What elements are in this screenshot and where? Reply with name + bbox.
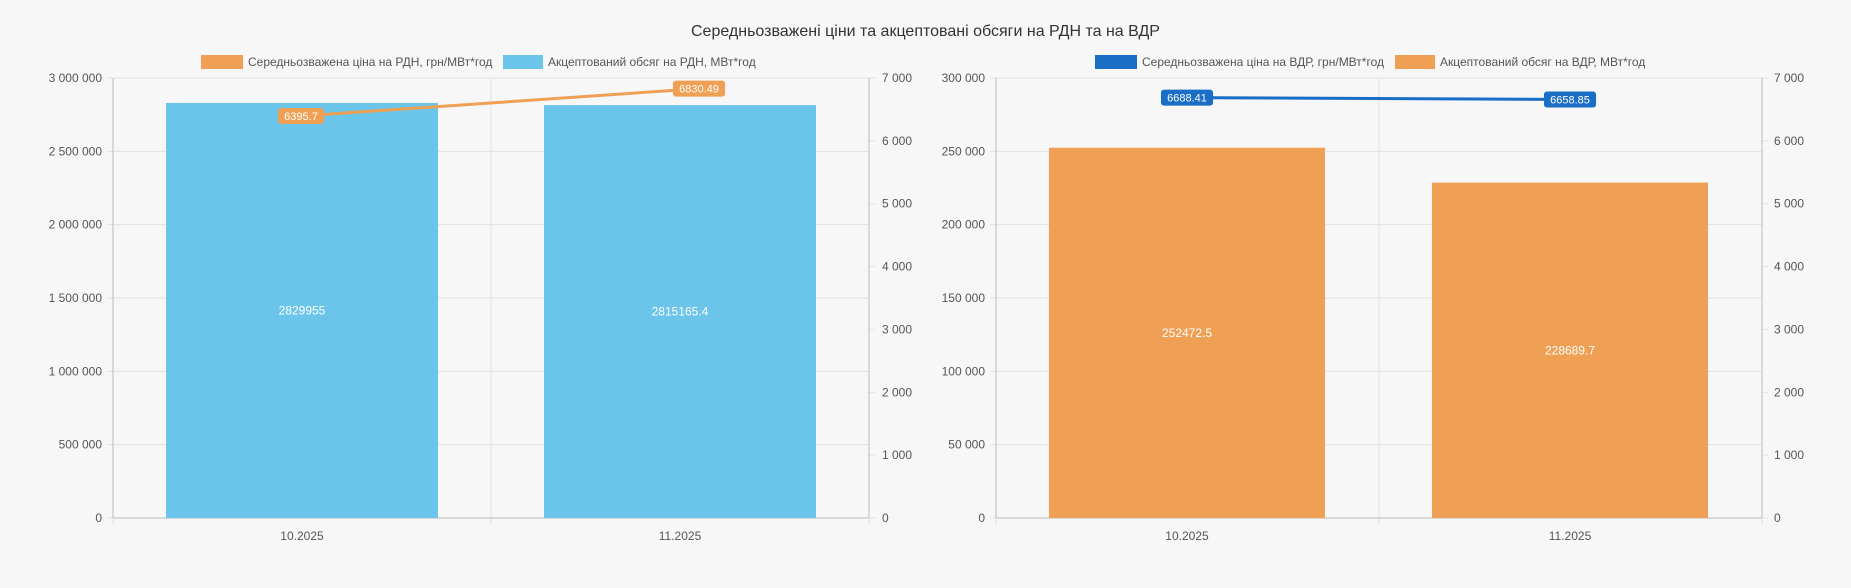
- bar-value-label: 252472.5: [1162, 326, 1212, 340]
- y-left-tick-label: 250 000: [942, 144, 986, 158]
- legend-label: Середньозважена ціна на РДН, грн/МВт*год: [248, 55, 492, 69]
- y-left-tick-label: 100 000: [942, 364, 986, 378]
- y-right-tick-label: 0: [1774, 511, 1781, 525]
- y-right-tick-label: 4 000: [882, 260, 912, 274]
- point-label-box: [278, 107, 324, 124]
- chart-1: 0 500 000 1 000 000 1 500 000 2 000 000 2 500…: [49, 55, 912, 543]
- y-right-tick-label: 6 000: [882, 134, 912, 148]
- price-line: [300, 87, 700, 118]
- y-right-tick-label: 3 000: [1774, 322, 1804, 336]
- y-left-tick-label: 1 000 000: [49, 364, 103, 378]
- point-value-label: 6395.7: [284, 111, 318, 123]
- bar: [1432, 182, 1708, 518]
- y-right-tick-label: 1 000: [1774, 448, 1804, 462]
- y-right-tick-label: 2 000: [1774, 385, 1804, 399]
- x-tick-label: 10.2025: [1165, 529, 1209, 543]
- y-right-tick-label: 6 000: [1774, 134, 1804, 148]
- legend-swatch: [1095, 55, 1137, 69]
- y-left-tick-label: 150 000: [942, 291, 986, 305]
- y-left-tick-label: 50 000: [948, 438, 985, 452]
- y-left-tick-label: 3 000 000: [49, 71, 103, 85]
- x-tick-label: 10.2025: [280, 529, 324, 543]
- y-right-tick-label: 7 000: [882, 71, 912, 85]
- bar-value-label: 2815165.4: [652, 305, 709, 319]
- y-left-tick-label: 300 000: [942, 71, 986, 85]
- y-right-tick-label: 0: [882, 511, 889, 525]
- legend-label: Акцептований обсяг на ВДР, МВт*год: [1440, 55, 1645, 69]
- bar: [1049, 147, 1325, 518]
- legend-label: Середньозважена ціна на ВДР, грн/МВт*год: [1142, 55, 1384, 69]
- point-label-box: [1543, 91, 1597, 108]
- y-right-tick-label: 5 000: [882, 197, 912, 211]
- y-right-tick-label: 2 000: [882, 385, 912, 399]
- point-value-label: 6688.41: [1167, 93, 1207, 105]
- page-title: Середньозважені ціни та акцептовані обся…: [691, 23, 1160, 40]
- x-tick-label: 11.2025: [1549, 529, 1592, 543]
- bar-value-label: 228689.7: [1545, 343, 1595, 357]
- y-right-tick-label: 3 000: [882, 322, 912, 336]
- price-line: [1186, 96, 1571, 101]
- point-label-box: [1160, 89, 1214, 106]
- legend-label: Акцептований обсяг на РДН, МВт*год: [548, 55, 756, 69]
- point-label-box: [672, 80, 726, 97]
- y-right-tick-label: 7 000: [1774, 71, 1804, 85]
- y-left-tick-label: 0: [978, 511, 985, 525]
- y-right-tick-label: 4 000: [1774, 260, 1804, 274]
- legend-swatch: [201, 55, 243, 69]
- chart-2: 0 50 000 100 000 150 000 200 000 250 000 300 0…: [942, 55, 1804, 543]
- y-left-tick-label: 0: [95, 511, 102, 525]
- y-left-tick-label: 200 000: [942, 218, 986, 232]
- legend-swatch: [503, 55, 543, 69]
- bar: [544, 105, 816, 519]
- point-value-label: 6658.85: [1550, 94, 1590, 106]
- y-left-tick-label: 1 500 000: [49, 291, 103, 305]
- y-right-tick-label: 5 000: [1774, 197, 1804, 211]
- y-left-tick-label: 2 500 000: [49, 144, 103, 158]
- y-left-tick-label: 500 000: [59, 438, 103, 452]
- bar-value-label: 2829955: [279, 303, 326, 317]
- bar: [166, 102, 438, 518]
- y-left-tick-label: 2 000 000: [49, 218, 103, 232]
- legend-swatch: [1395, 55, 1435, 69]
- x-tick-label: 11.2025: [659, 529, 702, 543]
- y-right-tick-label: 1 000: [882, 448, 912, 462]
- point-value-label: 6830.49: [679, 84, 719, 96]
